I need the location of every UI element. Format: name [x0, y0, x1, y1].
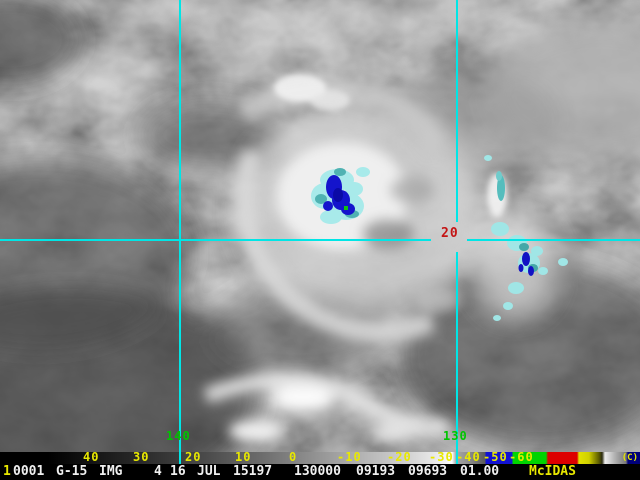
- colorbar-tick-m50: -50: [483, 450, 508, 464]
- status-image-type: IMG: [99, 464, 123, 479]
- temperature-colorbar: 40 30 20 10 0 -10 -20 -30 -40 -50 -60 (C…: [0, 450, 640, 464]
- status-band: 4: [154, 464, 162, 479]
- status-magnification: 01.00: [460, 464, 500, 479]
- cold-cloud-top-enhancement: [311, 155, 568, 321]
- longitude-line-140[interactable]: [179, 0, 181, 464]
- colorbar-tick-m30: -30: [429, 450, 454, 464]
- status-satellite: G-15: [56, 464, 88, 479]
- colorbar-tick-m60: -60: [509, 450, 534, 464]
- status-bar: 1 0001 G-15 IMG 4 16 JUL 15197 130000 09…: [0, 464, 640, 480]
- cursor-horizontal-line-left[interactable]: [0, 239, 431, 241]
- colorbar-tick-m20: -20: [387, 450, 412, 464]
- status-line-coord: 09193: [356, 464, 396, 479]
- colorbar-tick-40: 40: [83, 450, 100, 464]
- cursor-latitude-label: 20: [441, 226, 459, 241]
- longitude-label-140: 140: [166, 429, 191, 443]
- colorbar-tick-m40: -40: [456, 450, 481, 464]
- status-month: JUL: [197, 464, 221, 479]
- bright-cloud-spots: [274, 74, 507, 217]
- status-image-id: 0001: [13, 464, 45, 479]
- longitude-label-130: 130: [443, 429, 468, 443]
- status-day: 16: [170, 464, 186, 479]
- cursor-horizontal-line-right[interactable]: [467, 239, 640, 241]
- colorbar-tick-m10: -10: [337, 450, 362, 464]
- cursor-vertical-line-top[interactable]: [456, 0, 458, 222]
- copyright-label: (C): [621, 453, 638, 463]
- status-frame-number: 1: [3, 464, 11, 479]
- status-brand: McIDAS: [529, 464, 576, 479]
- colorbar-tick-30: 30: [133, 450, 150, 464]
- cursor-vertical-line-bottom[interactable]: [456, 252, 458, 464]
- status-element-coord: 09693: [408, 464, 448, 479]
- status-julian-date: 15197: [233, 464, 273, 479]
- colorbar-tick-10: 10: [235, 450, 252, 464]
- colorbar-tick-20: 20: [185, 450, 202, 464]
- colorbar-tick-0: 0: [289, 450, 298, 464]
- status-time: 130000: [294, 464, 341, 479]
